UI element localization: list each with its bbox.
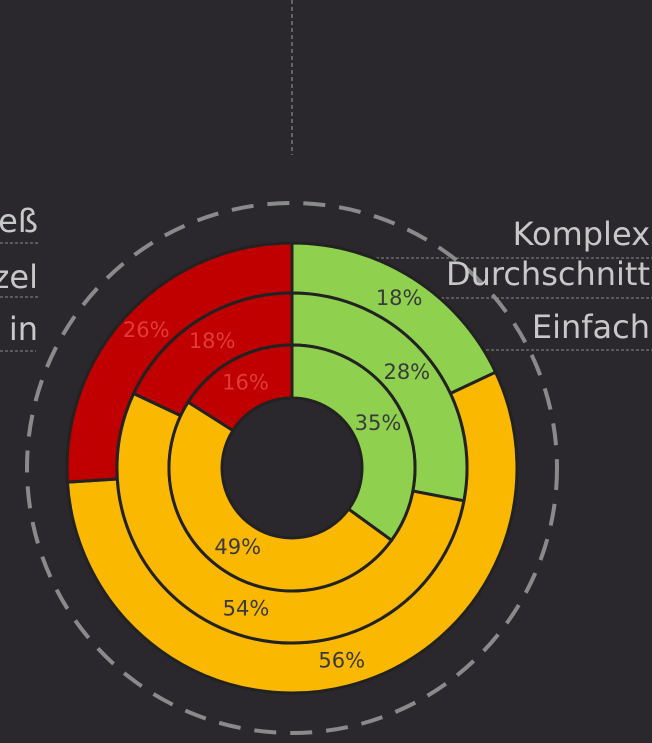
value-label: 16%	[222, 370, 269, 394]
cropped-label: eß	[0, 202, 38, 240]
donut-chart	[65, 241, 519, 695]
cropped-label: zel	[0, 258, 38, 296]
value-label: 28%	[383, 360, 430, 384]
cropped-label: in	[9, 310, 38, 348]
legend-label: Komplex	[513, 215, 650, 253]
value-label: 18%	[189, 329, 236, 353]
value-label: 54%	[223, 597, 270, 621]
value-label: 26%	[123, 318, 170, 342]
legend-label: Einfach	[532, 308, 650, 346]
value-label: 56%	[318, 649, 365, 673]
labels: 18% 56% 26% 28% 54% 18% 35% 49% 16% KomplexDurchs…	[0, 202, 650, 673]
donut-segment	[186, 343, 294, 433]
dashed-outline	[25, 201, 559, 735]
donut-segment	[290, 343, 417, 543]
value-label: 35%	[355, 411, 402, 435]
donut-segment	[167, 400, 394, 593]
value-label: 49%	[214, 535, 261, 559]
value-label: 18%	[376, 286, 423, 310]
legend-label: Durchschnitt	[446, 255, 650, 293]
